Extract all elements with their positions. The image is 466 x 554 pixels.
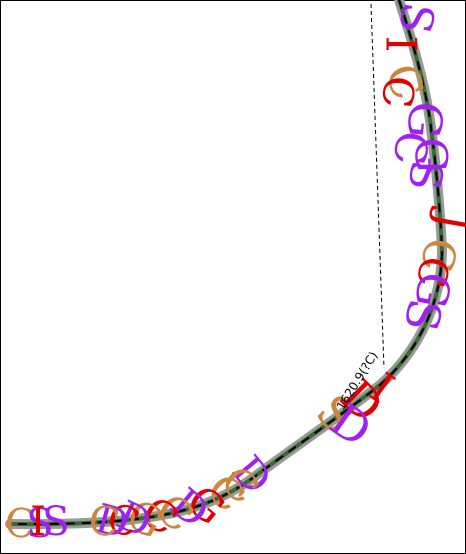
letter-i-glyph: I [377, 36, 426, 53]
letter-s-glyph: S [398, 158, 451, 192]
letter-g-glyph: G [397, 99, 454, 140]
leader-line [370, 3, 385, 369]
letter-c-glyph: C [383, 129, 437, 167]
track-path [5, 0, 448, 530]
track-center-dashes [9, 0, 444, 526]
letter-s-glyph: S [42, 499, 69, 545]
letter-s-glyph: S [26, 501, 53, 547]
letter-g-glyph: G [404, 268, 460, 311]
letter-g-glyph: G [405, 137, 456, 172]
letter-c-glyph: C [372, 74, 424, 110]
letter-c-glyph: C [3, 500, 38, 548]
letter-i-glyph: I [30, 499, 46, 545]
